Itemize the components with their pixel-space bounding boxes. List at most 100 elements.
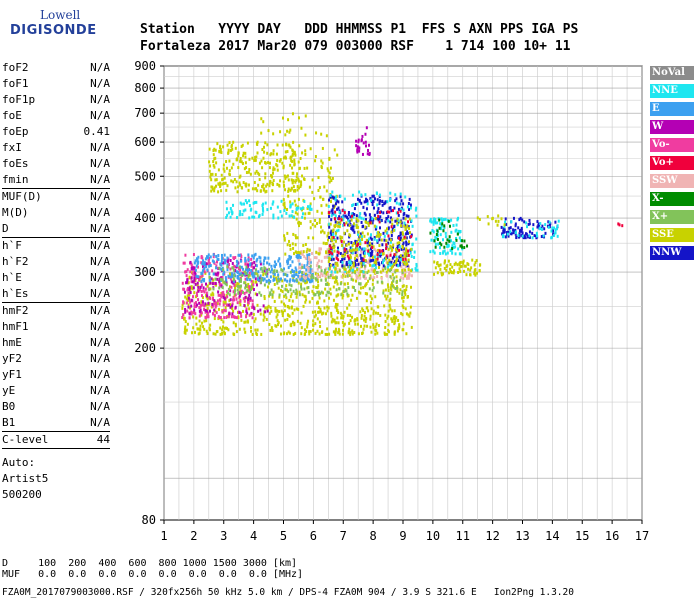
data-point bbox=[216, 271, 219, 275]
data-point bbox=[239, 278, 242, 282]
data-point bbox=[302, 250, 305, 254]
data-point bbox=[311, 178, 314, 182]
data-point bbox=[407, 265, 410, 269]
data-point bbox=[182, 313, 185, 317]
data-point bbox=[311, 274, 314, 278]
data-point bbox=[289, 156, 292, 160]
param-value: N/A bbox=[90, 320, 110, 333]
data-point bbox=[246, 277, 249, 281]
data-point bbox=[217, 293, 220, 297]
data-point bbox=[351, 285, 354, 289]
data-point bbox=[198, 306, 201, 310]
data-point bbox=[382, 231, 385, 235]
data-point bbox=[541, 224, 544, 228]
param-name: D bbox=[2, 222, 9, 235]
data-point bbox=[341, 261, 344, 265]
data-point bbox=[405, 214, 408, 218]
data-point bbox=[260, 117, 263, 121]
data-point bbox=[224, 276, 227, 280]
data-point bbox=[297, 259, 300, 263]
data-point bbox=[307, 268, 310, 272]
data-point bbox=[352, 242, 355, 246]
data-point bbox=[250, 269, 253, 273]
data-point bbox=[363, 318, 366, 322]
data-point bbox=[269, 292, 272, 296]
param-name: foF1 bbox=[2, 77, 29, 90]
data-point bbox=[345, 289, 348, 293]
param-row: foF1 N/A bbox=[2, 76, 110, 92]
data-point bbox=[357, 238, 360, 242]
data-point bbox=[448, 239, 451, 243]
data-point bbox=[306, 205, 309, 209]
data-point bbox=[372, 199, 375, 203]
data-point bbox=[281, 143, 284, 147]
data-point bbox=[413, 250, 416, 254]
data-point bbox=[371, 203, 374, 207]
x-tick-label: 4 bbox=[250, 529, 257, 543]
data-point bbox=[340, 313, 343, 317]
data-point bbox=[220, 173, 223, 177]
data-point bbox=[232, 281, 235, 285]
data-point bbox=[306, 247, 309, 251]
data-point bbox=[316, 301, 319, 305]
data-point bbox=[461, 260, 464, 264]
data-point bbox=[382, 211, 385, 215]
data-point bbox=[239, 284, 242, 288]
data-point bbox=[309, 226, 312, 230]
data-point bbox=[464, 264, 467, 268]
data-point bbox=[373, 255, 376, 259]
data-point bbox=[248, 157, 251, 161]
data-point bbox=[349, 261, 352, 265]
data-point bbox=[212, 272, 215, 276]
data-point bbox=[462, 269, 465, 273]
data-point bbox=[380, 251, 383, 255]
data-point bbox=[358, 190, 361, 194]
data-point bbox=[407, 276, 410, 280]
data-point bbox=[246, 141, 249, 145]
data-point bbox=[380, 276, 383, 280]
data-point bbox=[390, 248, 393, 252]
data-point bbox=[366, 152, 369, 156]
data-point bbox=[396, 286, 399, 290]
data-point bbox=[451, 244, 454, 248]
data-point bbox=[404, 255, 407, 259]
data-point bbox=[291, 242, 294, 246]
data-point bbox=[291, 320, 294, 324]
data-point bbox=[307, 277, 310, 281]
data-point bbox=[500, 217, 503, 221]
data-point bbox=[390, 260, 393, 264]
data-point bbox=[343, 267, 346, 271]
data-point bbox=[400, 247, 403, 251]
data-point bbox=[404, 270, 407, 274]
data-point bbox=[367, 269, 370, 273]
data-point bbox=[512, 231, 515, 235]
data-point bbox=[536, 225, 539, 229]
data-point bbox=[416, 268, 419, 272]
data-point bbox=[220, 318, 223, 322]
data-point bbox=[363, 314, 366, 318]
data-point bbox=[436, 271, 439, 275]
data-point bbox=[341, 258, 344, 262]
data-point bbox=[298, 220, 301, 224]
data-point bbox=[187, 303, 190, 307]
data-point bbox=[406, 230, 409, 234]
data-point bbox=[436, 237, 439, 241]
data-point bbox=[328, 332, 331, 336]
data-point bbox=[474, 261, 477, 265]
data-point bbox=[299, 321, 302, 325]
data-point bbox=[199, 275, 202, 279]
data-point bbox=[508, 226, 511, 230]
data-point bbox=[395, 201, 398, 205]
data-point bbox=[294, 292, 297, 296]
data-point bbox=[208, 326, 211, 330]
data-point bbox=[248, 313, 251, 317]
data-point bbox=[293, 162, 296, 166]
data-point bbox=[240, 272, 243, 276]
data-point bbox=[252, 271, 255, 275]
data-point bbox=[307, 319, 310, 323]
data-point bbox=[208, 278, 211, 282]
data-point bbox=[343, 197, 346, 201]
data-point bbox=[297, 255, 300, 259]
data-point bbox=[367, 221, 370, 225]
data-point bbox=[359, 310, 362, 314]
